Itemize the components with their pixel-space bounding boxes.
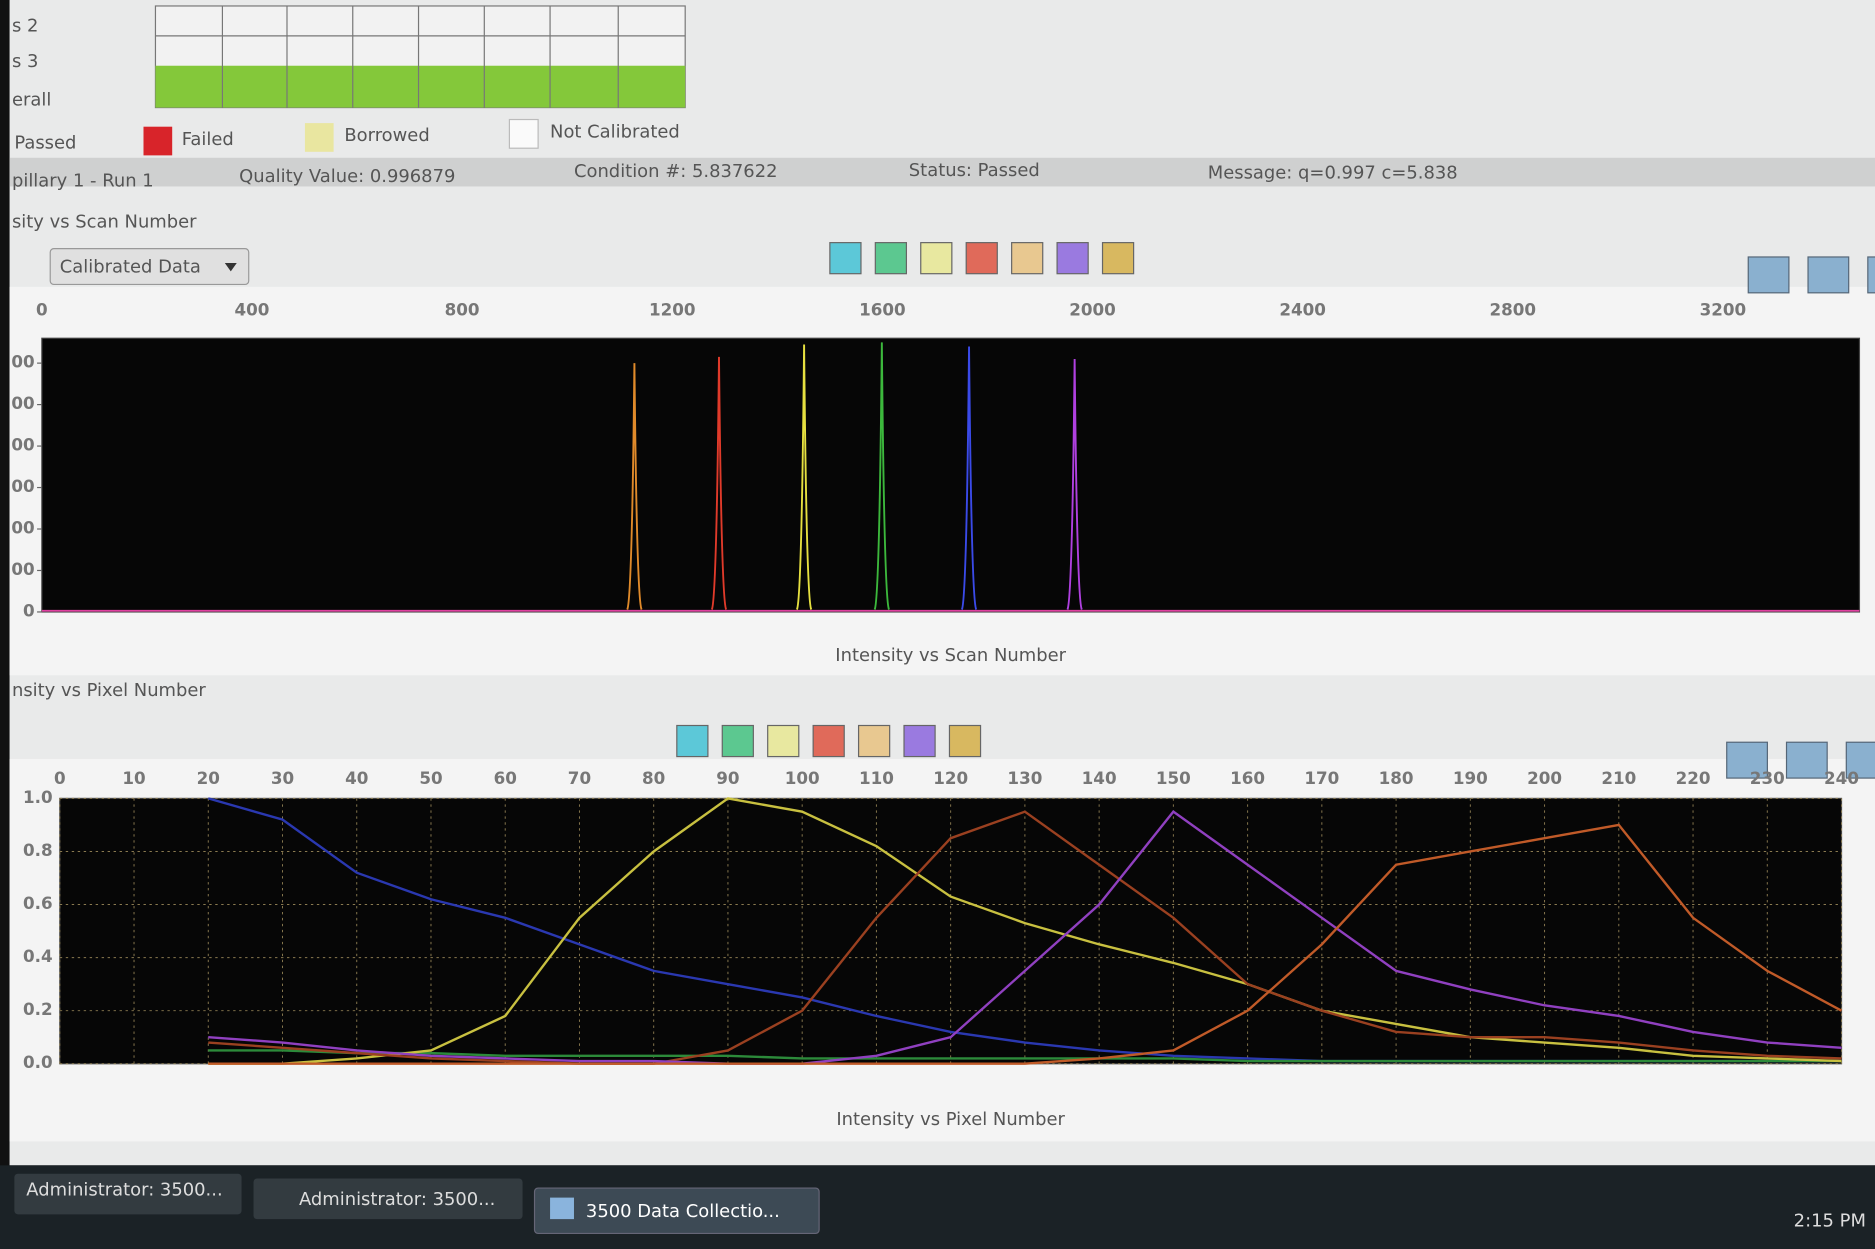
x-tick-label: 1600 bbox=[859, 299, 906, 319]
y-tick-label: 0.2 bbox=[23, 999, 53, 1019]
trace-toggle[interactable] bbox=[830, 243, 861, 274]
x-tick-label: 230 bbox=[1750, 768, 1785, 788]
x-tick-label: 2400 bbox=[1279, 299, 1326, 319]
y-tick-label: 00 bbox=[11, 393, 34, 413]
y-tick-label: 0 bbox=[23, 600, 35, 620]
y-tick-label: 1.0 bbox=[23, 787, 53, 807]
x-tick-label: 2800 bbox=[1489, 299, 1536, 319]
x-tick-label: 80 bbox=[642, 768, 665, 788]
y-tick-label: 00 bbox=[11, 435, 34, 455]
trace-toggle[interactable] bbox=[1103, 243, 1134, 274]
page: { "status_grid": {"row_labels": ["s 2", … bbox=[0, 0, 1875, 1249]
plot-area bbox=[42, 338, 1860, 612]
trace-toggle[interactable] bbox=[904, 725, 935, 756]
info-condition: Condition #: 5.837622 bbox=[574, 161, 778, 182]
trace-toggle[interactable] bbox=[768, 725, 799, 756]
trace-toggle[interactable] bbox=[1012, 243, 1043, 274]
x-tick-label: 210 bbox=[1601, 768, 1636, 788]
info-message: Message: q=0.997 c=5.838 bbox=[1208, 162, 1458, 183]
y-tick-label: 00 bbox=[11, 352, 34, 372]
x-tick-label: 50 bbox=[419, 768, 442, 788]
x-tick-label: 130 bbox=[1007, 768, 1042, 788]
dropdown-label: Calibrated Data bbox=[60, 257, 201, 278]
info-run: pillary 1 - Run 1 bbox=[12, 171, 154, 192]
task-label: Administrator: 3500... bbox=[26, 1179, 222, 1200]
x-tick-label: 40 bbox=[345, 768, 368, 788]
x-tick-label: 240 bbox=[1824, 768, 1859, 788]
clock: 2:15 PM bbox=[1794, 1211, 1866, 1232]
x-tick-label: 1200 bbox=[649, 299, 696, 319]
row-label: s 2 bbox=[12, 15, 38, 36]
y-tick-label: 0.8 bbox=[23, 840, 53, 860]
y-tick-label: 0.4 bbox=[23, 946, 53, 966]
x-tick-label: 0 bbox=[54, 768, 66, 788]
zoom-button[interactable] bbox=[1748, 257, 1789, 293]
screen: s 2 s 3 erall Passed Failed Borrowed Not… bbox=[0, 0, 1875, 1249]
x-tick-label: 400 bbox=[235, 299, 270, 319]
x-tick-label: 200 bbox=[1527, 768, 1562, 788]
legend-label: Passed bbox=[14, 132, 76, 153]
trace-toggle[interactable] bbox=[813, 725, 844, 756]
x-tick-label: 160 bbox=[1230, 768, 1265, 788]
y-tick-label: 0.6 bbox=[23, 893, 53, 913]
trace-toggle[interactable] bbox=[921, 243, 952, 274]
x-tick-label: 20 bbox=[197, 768, 220, 788]
x-tick-label: 110 bbox=[859, 768, 894, 788]
trace-toggle[interactable] bbox=[677, 725, 708, 756]
trace-toggle[interactable] bbox=[875, 243, 906, 274]
x-tick-label: 60 bbox=[494, 768, 517, 788]
x-tick-label: 170 bbox=[1304, 768, 1339, 788]
zoom-button[interactable] bbox=[1808, 257, 1849, 293]
trace-toggle[interactable] bbox=[722, 725, 753, 756]
x-tick-label: 3200 bbox=[1700, 299, 1747, 319]
section-title: sity vs Scan Number bbox=[12, 211, 197, 232]
y-tick-label: 0.0 bbox=[23, 1052, 53, 1072]
x-tick-label: 180 bbox=[1379, 768, 1414, 788]
row-label: s 3 bbox=[12, 51, 38, 72]
section-title: nsity vs Pixel Number bbox=[12, 680, 206, 701]
x-tick-label: 800 bbox=[445, 299, 480, 319]
x-tick-label: 120 bbox=[933, 768, 968, 788]
zoom-button[interactable] bbox=[1868, 257, 1875, 293]
trace-toggle[interactable] bbox=[949, 725, 980, 756]
overall-bar bbox=[155, 66, 685, 108]
task-label: Administrator: 3500... bbox=[299, 1189, 495, 1210]
x-tick-label: 100 bbox=[785, 768, 820, 788]
x-tick-label: 0 bbox=[36, 299, 48, 319]
x-tick-label: 140 bbox=[1082, 768, 1117, 788]
x-tick-label: 30 bbox=[271, 768, 294, 788]
legend-label: Failed bbox=[182, 129, 234, 150]
x-tick-label: 220 bbox=[1676, 768, 1711, 788]
trace-toggle[interactable] bbox=[966, 243, 997, 274]
x-tick-label: 190 bbox=[1453, 768, 1488, 788]
chart-title: Intensity vs Pixel Number bbox=[836, 1109, 1065, 1130]
trace-toggle[interactable] bbox=[1057, 243, 1088, 274]
x-tick-label: 10 bbox=[122, 768, 145, 788]
legend-label: Not Calibrated bbox=[550, 122, 680, 143]
legend-label: Borrowed bbox=[344, 125, 429, 146]
chart-title: Intensity vs Scan Number bbox=[835, 645, 1066, 666]
y-tick-label: 00 bbox=[11, 476, 34, 496]
y-tick-label: 00 bbox=[11, 559, 34, 579]
x-tick-label: 90 bbox=[716, 768, 739, 788]
x-tick-label: 150 bbox=[1156, 768, 1191, 788]
info-status: Status: Passed bbox=[909, 160, 1040, 181]
task-label: 3500 Data Collectio... bbox=[586, 1201, 780, 1222]
x-tick-label: 70 bbox=[568, 768, 591, 788]
row-label: erall bbox=[12, 89, 51, 110]
zoom-button[interactable] bbox=[1787, 742, 1828, 778]
task-icon bbox=[550, 1198, 574, 1220]
trace-toggle[interactable] bbox=[859, 725, 890, 756]
info-quality: Quality Value: 0.996879 bbox=[239, 166, 455, 187]
y-tick-label: 00 bbox=[11, 518, 34, 538]
x-tick-label: 2000 bbox=[1069, 299, 1116, 319]
